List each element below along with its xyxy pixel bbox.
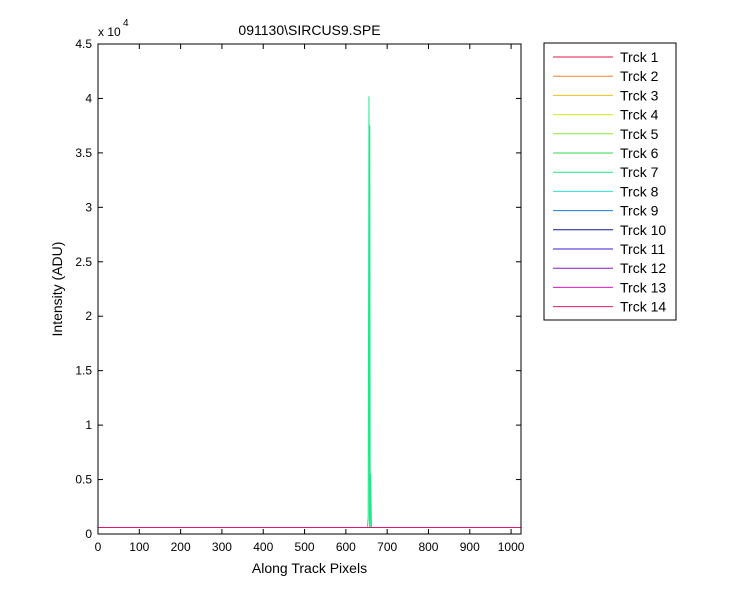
legend: Trck 1 Trck 2 Trck 3 Trck 4 Trck 5 Trck 6 Trck…	[543, 42, 677, 321]
y-axis-ticks: 0 0.5 1 1.5 2 2.5 3 3.5 4 4.5	[75, 37, 521, 541]
x-tick-label: 700	[377, 540, 397, 554]
legend-label-trck-8: Trck 8	[620, 183, 659, 199]
y-tick-label: 0	[85, 527, 92, 541]
y-tick-label: 3	[85, 200, 92, 214]
legend-label-trck-4: Trck 4	[620, 107, 659, 123]
y-tick-label: 4.5	[75, 37, 92, 51]
y-tick-label: 2.5	[75, 255, 92, 269]
x-tick-label: 600	[336, 540, 356, 554]
y-axis-multiplier: x 10	[98, 25, 121, 39]
legend-label-trck-13: Trck 13	[620, 279, 666, 295]
y-tick-label: 4	[85, 91, 92, 105]
x-tick-label: 1000	[498, 540, 525, 554]
y-tick-label: 1.5	[75, 364, 92, 378]
x-tick-label: 200	[171, 540, 191, 554]
y-tick-label: 0.5	[75, 473, 92, 487]
x-tick-label: 500	[295, 540, 315, 554]
series-line-trck-7	[98, 96, 521, 528]
y-tick-label: 1	[85, 418, 92, 432]
series-layer	[98, 96, 521, 528]
y-tick-label: 2	[85, 309, 92, 323]
x-axis-label: Along Track Pixels	[252, 560, 367, 576]
legend-label-trck-6: Trck 6	[620, 145, 659, 161]
y-tick-label: 3.5	[75, 146, 92, 160]
axes-box	[97, 43, 522, 535]
legend-label-trck-14: Trck 14	[620, 299, 666, 315]
x-tick-label: 900	[460, 540, 480, 554]
legend-label-trck-5: Trck 5	[620, 126, 659, 142]
legend-label-trck-12: Trck 12	[620, 260, 666, 276]
legend-label-trck-2: Trck 2	[620, 68, 659, 84]
x-tick-label: 0	[95, 540, 102, 554]
x-tick-label: 300	[212, 540, 232, 554]
legend-label-trck-11: Trck 11	[620, 241, 665, 257]
legend-label-trck-9: Trck 9	[620, 203, 659, 219]
plot-area	[98, 44, 521, 534]
x-axis-ticks: 0 100 200 300 400 500 600 700 800 900 1000	[95, 44, 525, 554]
y-axis-label: Intensity (ADU)	[49, 242, 65, 337]
x-tick-label: 100	[129, 540, 149, 554]
y-axis-multiplier-exponent: 4	[123, 18, 129, 29]
legend-label-trck-1: Trck 1	[620, 49, 659, 65]
legend-label-trck-7: Trck 7	[620, 164, 659, 180]
legend-label-trck-3: Trck 3	[620, 87, 659, 103]
chart-title: 091130\SIRCUS9.SPE	[238, 22, 380, 38]
legend-label-trck-10: Trck 10	[620, 222, 666, 238]
x-tick-label: 800	[418, 540, 438, 554]
x-tick-label: 400	[253, 540, 273, 554]
legend-box	[543, 42, 677, 321]
